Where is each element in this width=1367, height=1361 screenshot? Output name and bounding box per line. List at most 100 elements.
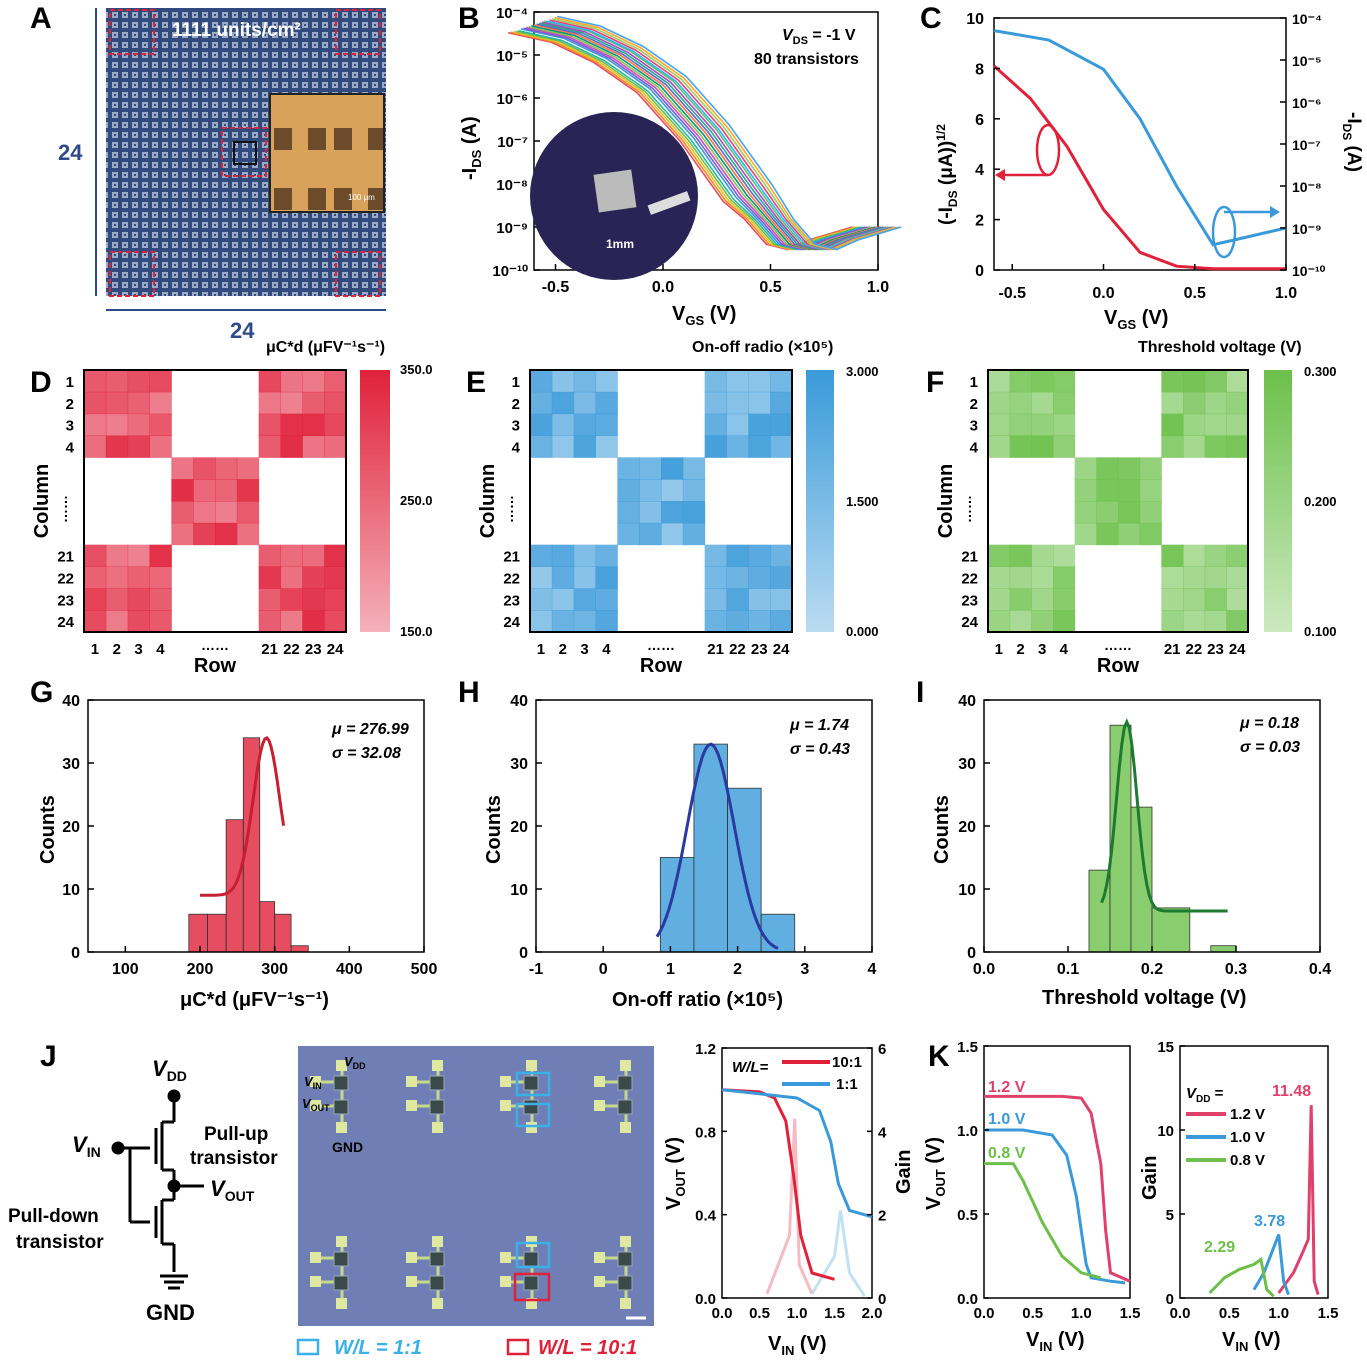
heatmap-row-label: 4 [66, 439, 75, 456]
height-label: 24 [58, 140, 83, 165]
d-cbar-tick: 350.0 [400, 362, 433, 377]
i-mu: μ = 0.18 [1239, 715, 1299, 732]
hist-bar [1210, 945, 1237, 953]
heatmap-cell [302, 566, 325, 589]
heatmap-cell [127, 610, 150, 633]
heatmap-cell [171, 501, 194, 524]
heatmap-cell [1031, 370, 1054, 393]
heatmap-cell [530, 610, 553, 633]
heatmap-row-label: 22 [961, 570, 978, 587]
heatmap-cell [770, 588, 793, 611]
k2-xtick-label: 1.0 [1268, 1305, 1289, 1322]
heatmap-cell [324, 370, 347, 393]
heatmap-cell [1204, 588, 1227, 611]
heatmap-cell [302, 588, 325, 611]
heatmap-cell [1009, 435, 1032, 458]
pullup-label: Pull-up [204, 1124, 268, 1145]
letter-d: D [30, 366, 52, 399]
hist-xtick-label: 0.2 [1141, 961, 1163, 978]
k2-legend-title: VDD = [1186, 1085, 1224, 1105]
heatmap-cell [988, 610, 1011, 633]
heatmap-cell [280, 370, 303, 393]
letter-a: A [30, 2, 52, 35]
c-ytick-r-label: 10⁻⁹ [1292, 221, 1322, 237]
hist-xtick-label: -1 [529, 961, 543, 978]
panel-k: 0.0 0.5 1.0 1.5 0.0 0.5 1.0 1.5 VOUT (V) VIN (V… [923, 1039, 1338, 1354]
heatmap-col-label: 1 [995, 641, 1003, 658]
j-ytick-r-label: 2 [878, 1208, 886, 1225]
heatmap-cell [748, 413, 771, 436]
wafer-scale: 1mm [606, 237, 634, 251]
heatmap-cell [1096, 522, 1119, 546]
heatmap-cell [193, 457, 216, 480]
heatmap-col-label: 23 [751, 641, 768, 658]
i-sigma: σ = 0.03 [1240, 739, 1300, 756]
h-mu: μ = 1.74 [789, 717, 849, 734]
chip-pad [526, 1060, 537, 1071]
heatmap-cell [639, 501, 662, 524]
chip-pad [406, 1100, 417, 1111]
chip-pad [620, 1122, 631, 1133]
pulldown-label: Pull-down [8, 1206, 99, 1227]
chip-pad [594, 1252, 605, 1263]
f-cbar-title: Threshold voltage (V) [1138, 339, 1302, 356]
heatmap-cell [258, 610, 281, 633]
hist-bar [259, 901, 276, 953]
chip-pad [526, 1122, 537, 1133]
heatmap-cell [258, 413, 281, 436]
chip-pad [500, 1076, 511, 1087]
chip-transistor [333, 1099, 349, 1115]
chip-pad [620, 1236, 631, 1247]
hist-bar [290, 945, 309, 953]
chip-pad [310, 1276, 321, 1287]
heatmap-row-label: 21 [961, 549, 978, 566]
heatmap-cell [726, 610, 749, 633]
heatmap-cell [302, 544, 325, 567]
heatmap-cell [1053, 588, 1076, 611]
chip-pad [432, 1060, 443, 1071]
heatmap-cell [617, 479, 640, 502]
heatmap-ylabel: Column [31, 464, 53, 538]
heatmap-row-label: 3 [66, 418, 74, 435]
heatmap-cell [1053, 413, 1076, 436]
heatmap-cell [988, 413, 1011, 436]
heatmap-row-label: 4 [970, 439, 979, 456]
heatmap-row-label: 2 [66, 396, 74, 413]
heatmap-col-label: 21 [261, 641, 278, 658]
heatmap-cell [726, 435, 749, 458]
heatmap-cell [1096, 501, 1119, 524]
c-ytick-label: 4 [975, 162, 984, 179]
chip-transistor [523, 1251, 539, 1267]
c-ytick-label: 6 [975, 112, 984, 129]
heatmap-cell [1074, 479, 1097, 502]
heatmap-cell [682, 501, 706, 524]
c-ytick-label: 8 [975, 61, 984, 78]
chip-transistor [429, 1099, 445, 1115]
panel-j-circuit [111, 1089, 204, 1290]
heatmap-cell [324, 391, 347, 415]
chip-transistor [617, 1251, 633, 1267]
heatmap-row-label: 22 [57, 570, 74, 587]
heatmap-xlabel: Row [1097, 655, 1140, 677]
heatmap-cell [551, 391, 575, 415]
heatmap-cell [988, 566, 1011, 589]
heatmap-cell [1053, 435, 1076, 458]
gaussian-fit [1100, 718, 1228, 913]
heatmap-row-label: 23 [961, 592, 978, 609]
panel-a: 100 μm 1111 units/cm² 24 24 [58, 8, 386, 343]
hist-xtick-label: 200 [187, 961, 214, 978]
heatmap-cell [726, 413, 749, 436]
pulldown-label2: transistor [16, 1232, 104, 1253]
heatmap-col-label: 1 [91, 641, 99, 658]
hist-bar [760, 913, 796, 953]
chip-pad [500, 1100, 511, 1111]
heatmap-cell [704, 544, 727, 567]
heatmap-cell [105, 566, 129, 589]
k-xtick-label: 1.5 [1120, 1305, 1141, 1322]
hist-ytick-label: 40 [958, 693, 976, 710]
heatmap-cell [551, 544, 575, 567]
hist-ytick-label: 30 [958, 756, 976, 773]
heatmap-cell [704, 391, 727, 415]
k-xlabel: VIN (V) [1026, 1329, 1085, 1354]
